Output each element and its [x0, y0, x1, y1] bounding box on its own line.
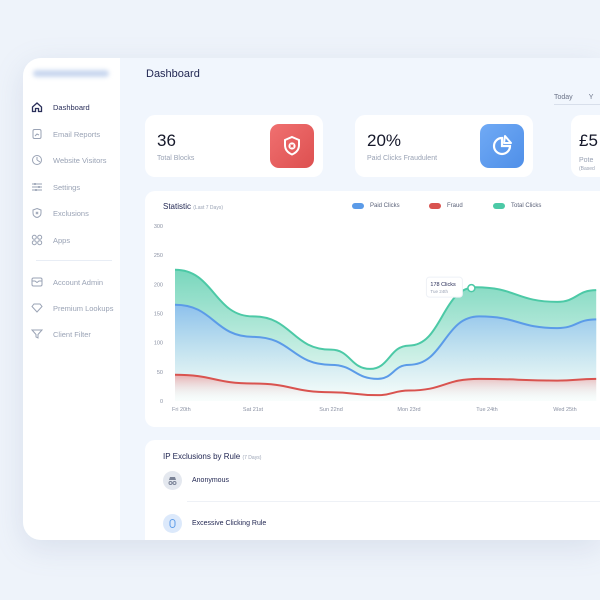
stat-card-potential-savings: £5 Pote (Based — [571, 115, 600, 177]
area-paid-clicks — [175, 304, 597, 401]
stat-card-paid-clicks-fraudulent: 20% Paid Clicks Fraudulent — [355, 115, 533, 177]
incognito-icon — [163, 471, 182, 490]
tooltip-point[interactable] — [467, 283, 476, 293]
shield-x-icon — [32, 207, 42, 219]
home-icon — [31, 102, 43, 113]
x-tick-label: Mon 23rd — [397, 407, 420, 413]
sliders-icon — [32, 183, 42, 191]
rule-excessive-clicking[interactable]: Excessive Clicking Rule — [163, 514, 266, 533]
grid-icon — [31, 234, 43, 246]
date-range-tabs: Today Y — [554, 94, 600, 105]
y-tick-label: 150 — [154, 312, 163, 318]
tab-yesterday[interactable]: Y — [588, 94, 594, 101]
y-tick-label: 250 — [154, 253, 163, 259]
x-tick-label: Sat 21st — [243, 407, 264, 413]
legend-paid-clicks[interactable]: Paid Clicks — [352, 203, 400, 209]
sidebar-item-apps[interactable]: Apps — [31, 234, 70, 246]
visitors-icon — [32, 155, 42, 165]
y-tick-label: 50 — [157, 370, 163, 376]
sidebar: Dashboard Email Reports Website Visitors… — [23, 58, 120, 540]
y-tick-label: 200 — [154, 282, 163, 288]
legend-fraud[interactable]: Fraud — [429, 203, 463, 209]
x-tick-label: Tue 24th — [476, 407, 498, 413]
sidebar-item-account-admin[interactable]: Account Admin — [31, 276, 103, 288]
tooltip-value: 178 Clicks — [430, 282, 456, 288]
x-tick-label: Fri 20th — [172, 407, 191, 413]
row-divider — [187, 501, 600, 502]
sidebar-item-settings[interactable]: Settings — [31, 181, 80, 193]
pie-chart-icon — [480, 124, 524, 168]
rule-anonymous[interactable]: Anonymous — [163, 471, 229, 490]
line-total-clicks — [174, 268, 597, 370]
tooltip-box — [425, 276, 463, 298]
line-paid-clicks — [174, 303, 597, 380]
y-tick-label: 0 — [160, 399, 163, 405]
app-window: Dashboard Email Reports Website Visitors… — [23, 58, 600, 540]
legend-total-clicks[interactable]: Total Clicks — [493, 203, 541, 209]
sidebar-item-dashboard[interactable]: Dashboard — [31, 101, 90, 113]
sidebar-item-exclusions[interactable]: Exclusions — [31, 207, 89, 219]
page-title: Dashboard — [146, 68, 200, 80]
diamond-icon — [31, 303, 43, 313]
exclusions-title: IP Exclusions by Rule (7 Days) — [163, 452, 262, 461]
tab-today[interactable]: Today — [554, 94, 573, 101]
inbox-icon — [31, 277, 43, 287]
area-fraud — [175, 374, 597, 401]
sidebar-item-premium-lookups[interactable]: Premium Lookups — [31, 302, 113, 314]
sidebar-item-website-visitors[interactable]: Website Visitors — [31, 154, 107, 166]
report-icon — [32, 129, 42, 139]
tooltip-label: Tue 24th — [430, 289, 448, 294]
y-tick-label: 300 — [154, 224, 163, 230]
mouse-icon — [163, 514, 182, 533]
ip-exclusions-card: IP Exclusions by Rule (7 Days) Anonymous… — [145, 440, 600, 540]
logo — [33, 70, 109, 77]
x-tick-label: Sun 22nd — [319, 407, 343, 413]
stat-card-total-blocks: 36 Total Blocks — [145, 115, 323, 177]
sidebar-divider — [36, 260, 112, 261]
line-fraud — [174, 373, 597, 397]
statistic-chart: 0 50 100 150 200 250 300 Fri 20th Sat 21st Sun 22… — [154, 224, 597, 413]
filter-icon — [31, 329, 43, 339]
sidebar-item-email-reports[interactable]: Email Reports — [31, 128, 100, 140]
sidebar-item-client-filter[interactable]: Client Filter — [31, 328, 91, 340]
shield-x-icon — [270, 124, 314, 168]
x-tick-label: Wed 25th — [553, 407, 576, 413]
y-tick-label: 100 — [154, 341, 163, 347]
chart-title: Statistic (Last 7 Days) — [163, 202, 223, 211]
